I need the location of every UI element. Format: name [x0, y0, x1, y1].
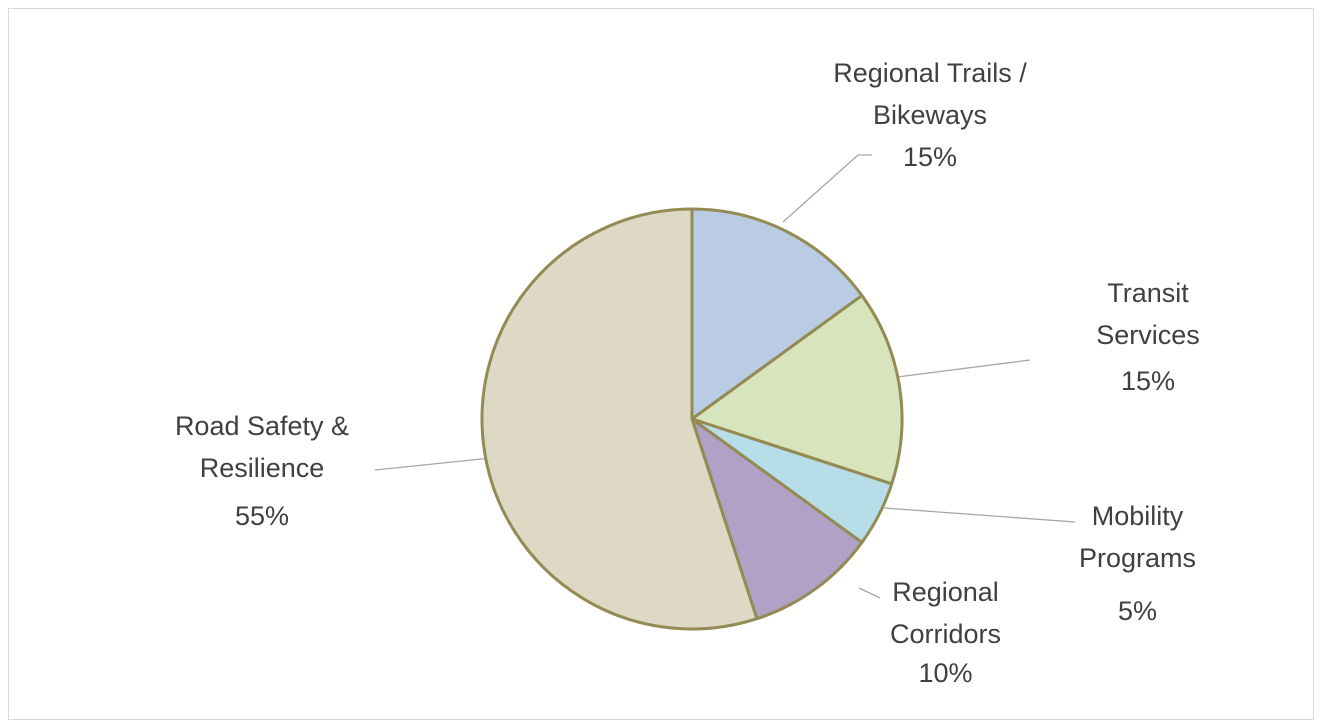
pie-slice [690, 207, 864, 421]
category-label: Mobility Programs [1078, 501, 1197, 573]
value-label: 55% [234, 501, 290, 531]
leader-line [374, 457, 492, 471]
category-label: Road Safety & Resilience [174, 411, 350, 483]
value-label: 15% [902, 142, 958, 172]
leader-line [883, 507, 1076, 523]
value-label: 15% [1120, 366, 1176, 396]
leader-line [858, 587, 881, 599]
value-label: 5% [1117, 596, 1158, 626]
category-label: Regional Corridors [889, 577, 1002, 649]
pie-slice [480, 207, 759, 631]
pie-slice [690, 294, 904, 486]
leader-line [782, 154, 872, 223]
category-label: Transit Services [1096, 278, 1200, 350]
value-label: 10% [918, 658, 973, 688]
leader-line [896, 359, 1031, 378]
pie-slice [690, 417, 864, 621]
category-label: Regional Trails / Bikeways [833, 58, 1027, 130]
